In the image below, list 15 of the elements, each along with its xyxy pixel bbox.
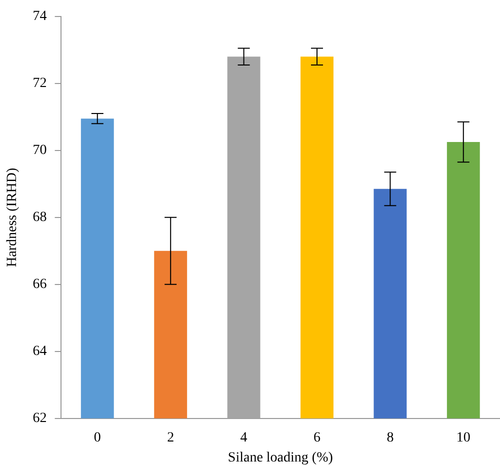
y-axis-title: Hardness (IRHD) [5, 168, 20, 267]
y-tick-label: 74 [32, 9, 47, 24]
x-tick-label: 10 [456, 430, 470, 446]
x-tick-label: 4 [240, 430, 248, 446]
y-tick-label: 62 [32, 411, 47, 426]
x-axis-title: Silane loading (%) [228, 450, 334, 466]
y-tick-label: 66 [32, 277, 47, 292]
x-tick-label: 2 [167, 430, 174, 446]
y-tick-label: 68 [32, 210, 47, 226]
y-tick-label: 70 [32, 143, 47, 158]
x-tick-label: 6 [314, 430, 320, 446]
x-tick-label: 0 [94, 430, 101, 446]
y-tick-label: 64 [32, 344, 47, 360]
x-tick-label: 8 [386, 430, 394, 446]
y-tick-label: 72 [32, 76, 47, 92]
